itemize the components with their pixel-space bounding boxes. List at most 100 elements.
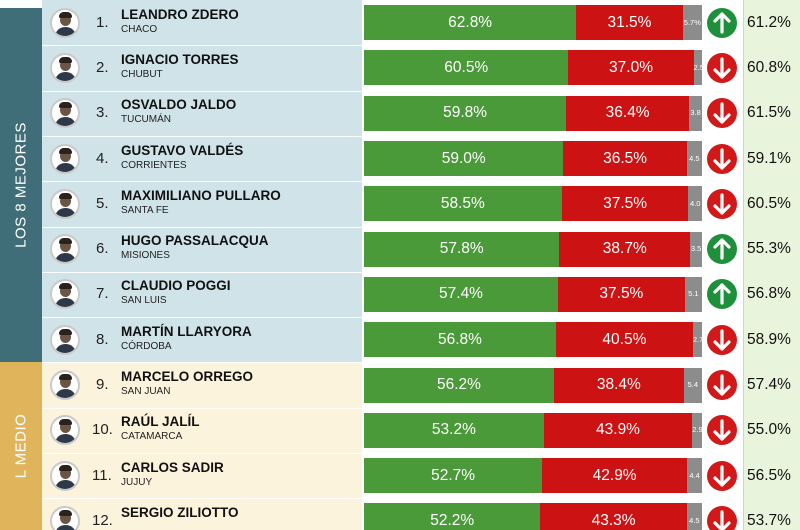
previous-approval-value: 57.4% — [747, 376, 791, 394]
avatar-head — [60, 285, 71, 298]
group-band-label: LOS 8 MEJORES — [12, 122, 30, 249]
approval-bar — [364, 412, 544, 448]
no-answer-bar — [686, 503, 702, 530]
rank-number: 10. — [92, 421, 113, 439]
avatar-hair — [59, 56, 72, 63]
avatar-hair — [59, 102, 72, 109]
avatar — [50, 98, 80, 129]
approval-bar-label: 56.2% — [437, 376, 481, 394]
avatar — [50, 505, 80, 530]
avatar-body — [55, 207, 76, 217]
disapproval-bar — [576, 5, 683, 41]
rank-number: 3. — [96, 104, 109, 122]
approval-bar — [364, 322, 556, 358]
no-answer-bar — [683, 367, 702, 403]
row-divider — [42, 45, 362, 47]
avatar-body — [55, 389, 76, 399]
governor-name: GUSTAVO VALDÉS — [121, 142, 244, 158]
avatar-hair — [59, 419, 72, 426]
approval-bar-label: 57.4% — [439, 285, 483, 303]
no-answer-bar — [692, 322, 702, 358]
avatar-body — [55, 298, 76, 308]
disapproval-bar — [563, 141, 687, 177]
row-divider — [42, 453, 362, 454]
previous-approval-value: 55.0% — [747, 421, 791, 439]
group-band-label: L MEDIO — [12, 413, 30, 479]
approval-bar-label: 62.8% — [448, 13, 493, 31]
disapproval-bar-label: 38.7% — [602, 240, 647, 258]
disapproval-bar-label: 37.5% — [599, 285, 644, 303]
disapproval-bar-label: 37.0% — [609, 58, 653, 76]
disapproval-bar — [540, 503, 687, 530]
disapproval-bar-label: 42.9% — [592, 466, 637, 484]
approval-bar-label: 53.2% — [431, 421, 476, 439]
previous-approval-value: 59.1% — [747, 149, 791, 167]
no-answer-bar-label: 2.5 — [693, 62, 704, 72]
previous-column-background — [743, 0, 800, 530]
disapproval-bar — [542, 458, 688, 494]
disapproval-bar-label: 37.5% — [603, 194, 648, 212]
avatar-head — [60, 421, 71, 434]
no-answer-bar — [688, 186, 702, 222]
avatar-body — [55, 479, 76, 489]
no-answer-bar-label: 5.1 — [688, 289, 699, 299]
no-answer-bar — [693, 50, 702, 86]
arrow-up-icon — [707, 234, 737, 265]
avatar-body — [55, 71, 76, 81]
approval-bar-label: 52.7% — [431, 466, 476, 484]
approval-bar-label: 57.8% — [439, 240, 484, 258]
province-name: CORRIENTES — [121, 159, 187, 171]
avatar-body — [55, 524, 76, 530]
province-name: MISIONES — [121, 250, 170, 262]
avatar-head — [60, 511, 71, 524]
province-name: SAN JUAN — [121, 386, 171, 398]
rank-number: 6. — [96, 240, 109, 258]
avatar-hair — [59, 464, 72, 471]
approval-bar-label: 59.8% — [443, 104, 488, 122]
governor-name: IGNACIO TORRES — [121, 51, 239, 67]
disapproval-bar — [568, 50, 694, 86]
row-divider — [42, 226, 362, 228]
governor-name: HUGO PASSALACQUA — [121, 233, 269, 249]
row-divider — [42, 362, 362, 364]
arrow-down-icon — [707, 188, 737, 219]
avatar-body — [55, 117, 76, 127]
avatar — [50, 52, 80, 83]
no-answer-bar-label: 3.5 — [690, 244, 702, 254]
rank-number: 8. — [96, 330, 109, 348]
disapproval-bar — [559, 231, 691, 267]
group-band: L MEDIO — [0, 362, 42, 530]
arrow-down-icon — [707, 415, 737, 446]
no-answer-bar — [686, 141, 702, 177]
rank-number: 9. — [96, 376, 109, 394]
previous-approval-value: 56.5% — [747, 466, 791, 484]
disapproval-bar — [555, 322, 693, 358]
approval-bar — [364, 276, 558, 312]
no-answer-bar-label: 3.8 — [690, 108, 701, 118]
avatar-body — [55, 162, 76, 172]
avatar-body — [55, 434, 76, 444]
avatar-hair — [59, 11, 72, 18]
previous-approval-value: 60.8% — [747, 58, 791, 76]
avatar — [50, 324, 80, 355]
avatar — [50, 7, 80, 38]
arrow-down-icon — [707, 52, 737, 83]
row-divider — [42, 498, 362, 500]
approval-bar — [364, 503, 541, 530]
governor-name: MARTÍN LLARYORA — [121, 323, 252, 339]
rank-number: 7. — [96, 285, 109, 303]
no-answer-bar — [684, 276, 702, 312]
avatar-hair — [59, 374, 72, 381]
province-name: SAN LUIS — [121, 295, 167, 307]
arrow-down-icon — [707, 370, 737, 401]
governor-name: CLAUDIO POGGI — [121, 278, 231, 294]
no-answer-bar-label: 5.4 — [687, 380, 699, 390]
previous-approval-value: 55.3% — [747, 240, 791, 258]
governor-name: CARLOS SADIR — [121, 459, 224, 475]
avatar — [50, 370, 80, 401]
province-name: SANTA FE — [121, 204, 169, 216]
row-divider — [42, 271, 362, 273]
governor-name: SERGIO ZILIOTTO — [121, 504, 239, 520]
avatar-head — [60, 58, 71, 71]
